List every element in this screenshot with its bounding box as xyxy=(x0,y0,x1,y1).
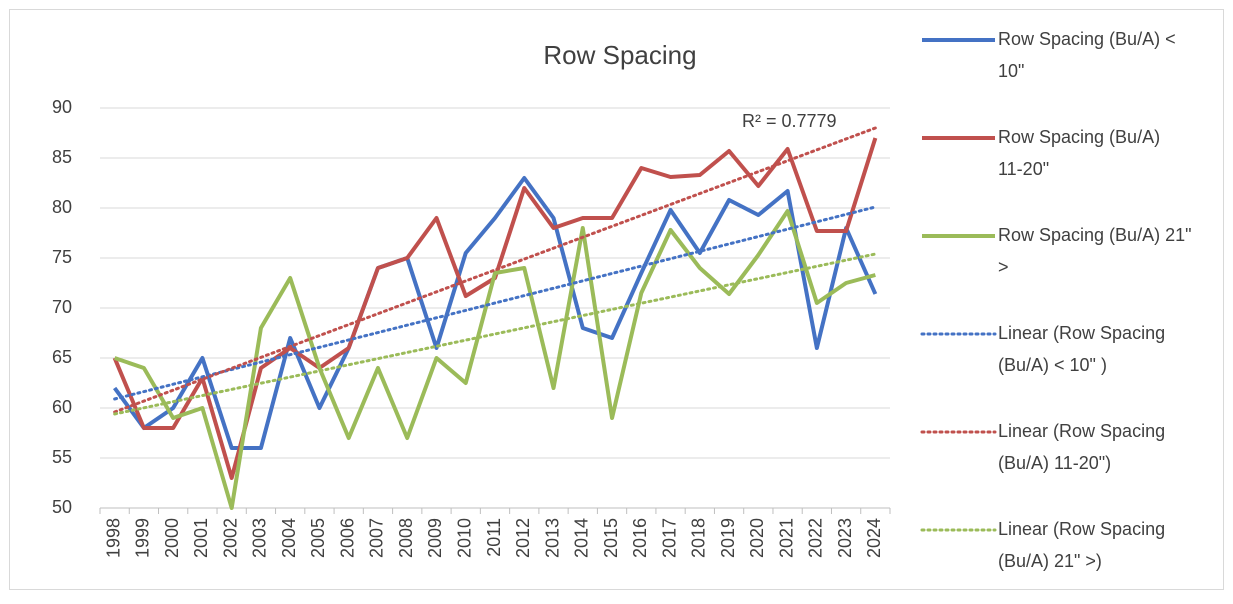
y-tick-label: 65 xyxy=(52,347,72,367)
x-tick-label: 1999 xyxy=(133,518,153,558)
x-tick-label: 2004 xyxy=(279,518,299,558)
y-tick-label: 50 xyxy=(52,497,72,517)
y-tick-label: 55 xyxy=(52,447,72,467)
x-tick-label: 2018 xyxy=(689,518,709,558)
legend-label: Row Spacing (Bu/A) 21" > xyxy=(998,225,1191,277)
x-tick-label: 2013 xyxy=(542,518,562,558)
x-tick-label: 2001 xyxy=(191,518,211,558)
y-tick-label: 80 xyxy=(52,197,72,217)
annotation: R² = 0.7779 xyxy=(742,111,837,131)
trend-line xyxy=(113,205,877,401)
legend-label: Row Spacing (Bu/A) <10" xyxy=(998,29,1176,81)
x-tick-label: 2003 xyxy=(250,518,270,558)
legend-label: Row Spacing (Bu/A) 11-20" xyxy=(998,127,1160,179)
y-tick-label: 85 xyxy=(52,147,72,167)
chart-border xyxy=(9,9,1224,590)
x-tick-label: 2016 xyxy=(630,518,650,558)
legend-label: Linear (Row Spacing (Bu/A) < 10" ) xyxy=(998,323,1165,375)
x-tick-label: 2000 xyxy=(162,518,182,558)
x-tick-label: 2009 xyxy=(425,518,445,558)
x-tick-label: 2015 xyxy=(601,518,621,558)
x-tick-label: 2007 xyxy=(367,518,387,558)
y-tick-label: 75 xyxy=(52,247,72,267)
x-tick-label: 2011 xyxy=(484,518,504,557)
trend-line xyxy=(113,126,877,414)
x-tick-label: 2023 xyxy=(835,518,855,558)
x-tick-label: 2019 xyxy=(718,518,738,558)
y-tick-label: 60 xyxy=(52,397,72,417)
x-tick-label: 2008 xyxy=(396,518,416,558)
x-tick-label: 2020 xyxy=(747,518,767,558)
legend-label: Linear (Row Spacing (Bu/A) 11-20") xyxy=(998,421,1165,473)
y-tick-label: 70 xyxy=(52,297,72,317)
x-tick-label: 2024 xyxy=(864,518,884,558)
x-tick-label: 2017 xyxy=(659,518,679,558)
x-tick-label: 2002 xyxy=(220,518,240,558)
chart-title: Row Spacing xyxy=(543,40,696,70)
x-tick-label: 2006 xyxy=(337,518,357,558)
y-tick-label: 90 xyxy=(52,97,72,117)
x-tick-label: 2021 xyxy=(776,518,796,558)
trend-line xyxy=(113,252,877,416)
x-tick-label: 2014 xyxy=(572,518,592,558)
series-line xyxy=(113,209,876,510)
x-tick-label: 2022 xyxy=(806,518,826,558)
x-tick-label: 2010 xyxy=(454,518,474,558)
x-tick-label: 2005 xyxy=(308,518,328,558)
legend-label: Linear (Row Spacing (Bu/A) 21" >) xyxy=(998,519,1165,571)
x-tick-label: 1998 xyxy=(103,518,123,558)
x-tick-label: 2012 xyxy=(513,518,533,558)
